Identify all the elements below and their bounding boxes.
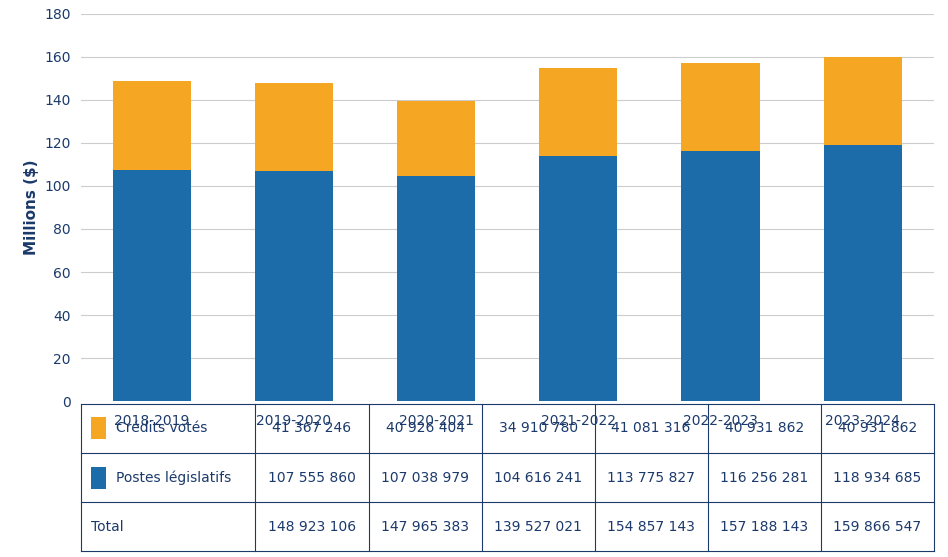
Bar [113,170,191,401]
Text: 139 527 021: 139 527 021 [494,520,582,534]
Bar [397,101,475,176]
Text: 107 038 979: 107 038 979 [381,471,469,485]
Text: 147 965 383: 147 965 383 [381,520,469,534]
Text: 107 555 860: 107 555 860 [268,471,356,485]
Text: 40 931 862: 40 931 862 [724,422,804,436]
Text: 159 866 547: 159 866 547 [833,520,921,534]
Text: 113 775 827: 113 775 827 [608,471,695,485]
Bar [824,145,902,401]
Text: 41 081 316: 41 081 316 [611,422,691,436]
Text: 40 931 862: 40 931 862 [838,422,917,436]
Bar [682,151,759,401]
Bar [539,157,617,401]
Text: 118 934 685: 118 934 685 [833,471,921,485]
Text: 104 616 241: 104 616 241 [494,471,582,485]
Text: 41 367 246: 41 367 246 [272,422,352,436]
Text: 116 256 281: 116 256 281 [720,471,809,485]
Bar [91,417,106,439]
Bar [824,57,902,145]
Text: 157 188 143: 157 188 143 [720,520,809,534]
Y-axis label: Millions ($): Millions ($) [24,160,39,255]
Text: 154 857 143: 154 857 143 [608,520,695,534]
Bar [539,68,617,157]
Text: 40 926 404: 40 926 404 [386,422,465,436]
Text: 34 910 780: 34 910 780 [499,422,577,436]
Bar [682,63,759,151]
Text: Postes législatifs: Postes législatifs [117,470,231,485]
Text: Crédits votés: Crédits votés [117,422,208,436]
Bar [255,171,333,401]
Text: Total: Total [91,520,123,534]
Bar [255,83,333,171]
Bar [91,467,106,488]
Bar [113,81,191,170]
Text: 148 923 106: 148 923 106 [268,520,356,534]
Bar [397,176,475,401]
